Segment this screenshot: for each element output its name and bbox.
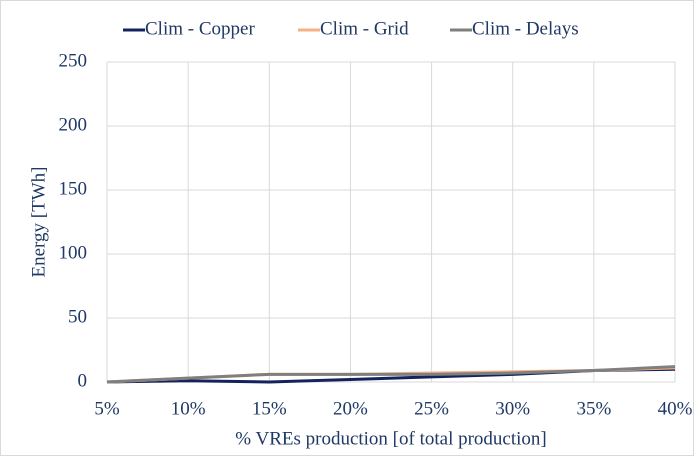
y-tick-label: 200 (59, 114, 88, 135)
legend-label: Clim - Grid (320, 18, 409, 39)
x-tick-label: 35% (576, 398, 611, 419)
y-tick-label: 50 (68, 306, 87, 327)
x-tick-label: 25% (414, 398, 449, 419)
x-tick-label: 40% (658, 398, 693, 419)
series-line (106, 365, 676, 384)
y-axis-title: Energy [TWh] (28, 167, 49, 278)
legend-label: Clim - Delays (472, 18, 579, 39)
y-tick-label: 150 (59, 178, 88, 199)
x-tick-label: 5% (94, 398, 120, 419)
y-tick-label: 100 (59, 242, 88, 263)
y-tick-label: 0 (78, 370, 88, 391)
y-tick-label: 250 (59, 50, 88, 71)
x-tick-label: 30% (495, 398, 530, 419)
x-tick-label: 20% (333, 398, 368, 419)
legend-label: Clim - Copper (145, 18, 255, 39)
x-axis-title: % VREs production [of total production] (235, 428, 547, 449)
x-tick-label: 10% (171, 398, 206, 419)
x-tick-label: 15% (252, 398, 287, 419)
